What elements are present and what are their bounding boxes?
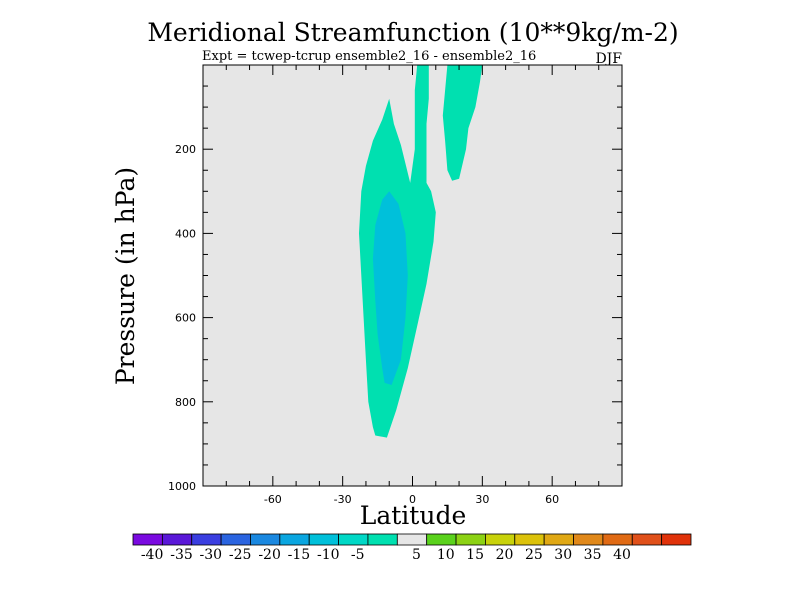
colorbar-label: -10 (317, 547, 340, 563)
colorbar-swatch (514, 533, 545, 546)
season-label: DJF (595, 51, 622, 67)
x-tick-label: 60 (545, 493, 559, 506)
colorbar-label: -15 (288, 547, 311, 563)
colorbar-label: -30 (200, 547, 223, 563)
colorbar-swatch (250, 533, 281, 546)
colorbar-label: 20 (496, 547, 514, 563)
y-tick-labels: 200 400 600 800 1000 (168, 143, 196, 493)
x-tick-label: 0 (409, 493, 416, 506)
colorbar-labels: -40 -35 -30 -25 -20 -15 -10 -5 5 10 15 20 25 30 35 40 (141, 547, 631, 563)
colorbar-swatch (161, 533, 193, 546)
colorbar-swatch (426, 533, 457, 546)
colorbar-swatch (573, 533, 604, 546)
colorbar-swatch (367, 533, 398, 546)
colorbar-label: -20 (258, 547, 281, 563)
colorbar-label: 15 (466, 547, 484, 563)
colorbar-swatches (132, 533, 692, 546)
chart-subtitle: Expt = tcwep-tcrup ensemble2_16 - ensemb… (202, 49, 536, 64)
colorbar-swatch (661, 533, 692, 546)
y-tick-label: 200 (175, 143, 196, 156)
colorbar-label: 25 (525, 547, 543, 563)
colorbar-swatch (132, 533, 163, 546)
colorbar-label: -25 (229, 547, 252, 563)
y-axis-label: Pressure (in hPa) (111, 167, 140, 385)
contour-region-negative-5-to-10-upper-lobe (442, 65, 483, 181)
colorbar-swatch (338, 533, 369, 546)
colorbar-swatch (191, 533, 222, 546)
colorbar-label: 10 (437, 547, 455, 563)
colorbar-swatch (602, 533, 633, 546)
x-tick-labels: -60 -30 0 30 60 (264, 493, 559, 506)
colorbar-swatch (631, 533, 663, 546)
chart-title: Meridional Streamfunction (10**9kg/m-2) (147, 18, 678, 47)
colorbar-swatch (543, 533, 574, 546)
colorbar-label: 5 (412, 547, 421, 563)
colorbar-label: -40 (141, 547, 164, 563)
colorbar-swatch (485, 533, 516, 546)
contour-region-negative-10-to-15-core (372, 191, 408, 385)
colorbar-label: 35 (584, 547, 602, 563)
x-axis-label: Latitude (360, 501, 467, 530)
colorbar-swatch (396, 533, 428, 546)
y-tick-label: 800 (175, 396, 196, 409)
y-tick-label: 600 (175, 312, 196, 325)
colorbar-label: -35 (170, 547, 193, 563)
y-tick-label: 1000 (168, 480, 196, 493)
x-tick-label: -60 (264, 493, 282, 506)
axis-ticks (202, 64, 623, 487)
colorbar-swatch (308, 533, 339, 546)
colorbar-swatch (455, 533, 486, 546)
colorbar-swatch (220, 533, 251, 546)
plot-area (202, 64, 623, 487)
colorbar: -40 -35 -30 -25 -20 -15 -10 -5 5 10 15 20 25 30 35 40 (132, 533, 692, 563)
contour-regions (359, 65, 483, 438)
x-tick-label: 30 (475, 493, 489, 506)
colorbar-swatch (279, 533, 310, 546)
y-tick-label: 400 (175, 227, 196, 240)
colorbar-label: 30 (554, 547, 572, 563)
colorbar-label: 40 (613, 547, 631, 563)
x-tick-label: -30 (334, 493, 352, 506)
colorbar-label: -5 (351, 547, 365, 563)
